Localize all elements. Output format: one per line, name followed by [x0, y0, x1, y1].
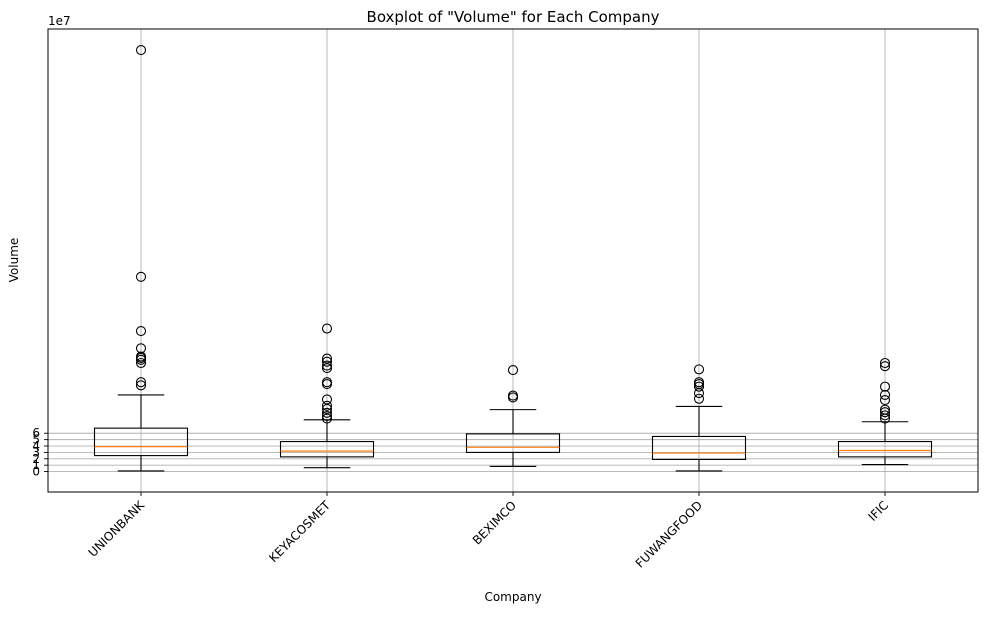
outlier-point	[693, 393, 705, 404]
iqr-box	[279, 440, 375, 458]
outlier-point	[135, 380, 147, 391]
outlier-point	[507, 364, 519, 376]
outlier-point	[321, 356, 333, 367]
outlier-point	[135, 326, 147, 337]
box-ific	[837, 357, 933, 466]
outlier-point	[879, 407, 891, 418]
outlier-point	[321, 394, 333, 405]
iqr-box	[93, 427, 189, 457]
iqr-box	[651, 435, 747, 460]
outlier-point	[693, 381, 705, 392]
outlier-point	[321, 403, 333, 415]
outlier-point	[879, 361, 891, 372]
outlier-point	[879, 404, 891, 415]
outlier-point	[321, 410, 333, 422]
y-tick-label: 0	[32, 465, 40, 479]
y-tick-label: 2	[32, 452, 40, 466]
outlier-point	[879, 381, 891, 392]
box-beximco	[465, 364, 561, 468]
y-axis-label: Volume	[7, 238, 21, 283]
x-axis-label: Company	[484, 590, 541, 604]
outlier-point	[135, 357, 147, 369]
outlier-point	[879, 394, 891, 406]
x-tick-label: FUWANGFOOD	[633, 498, 705, 570]
iqr-box	[837, 440, 933, 458]
outlier-point	[693, 377, 705, 388]
y-tick-label: 6	[32, 426, 40, 440]
y-tick-label: 3	[32, 445, 40, 459]
outlier-point	[879, 389, 891, 400]
y-tick-label: 5	[32, 433, 40, 447]
outlier-point	[879, 410, 891, 421]
outlier-point	[135, 343, 147, 354]
box-keyacosmet	[279, 323, 375, 469]
outlier-point	[693, 364, 705, 375]
outlier-point	[135, 377, 147, 388]
box-fuwangfood	[651, 364, 747, 472]
outlier-point	[321, 413, 333, 424]
y-tick-label: 4	[32, 439, 40, 453]
x-tick-label: KEYACOSMET	[266, 498, 333, 565]
chart-title: Boxplot of "Volume" for Each Company	[367, 8, 660, 26]
outlier-point	[321, 323, 333, 334]
outlier-point	[321, 377, 333, 388]
outlier-point	[135, 271, 147, 282]
outlier-point	[321, 400, 333, 411]
x-tick-label: IFIC	[865, 498, 891, 524]
outlier-point	[321, 353, 333, 364]
outlier-point	[507, 390, 519, 401]
x-tick-label: UNIONBANK	[86, 497, 148, 559]
outlier-point	[321, 407, 333, 418]
y-multiplier-label: 1e7	[48, 14, 71, 28]
box-unionbank	[93, 45, 189, 472]
plot-frame	[47, 28, 979, 493]
outlier-point	[321, 360, 333, 371]
iqr-box	[465, 433, 561, 453]
outlier-point	[135, 45, 147, 56]
y-tick-label: 1	[32, 458, 40, 472]
outlier-point	[879, 357, 891, 369]
outlier-point	[321, 363, 333, 374]
x-tick-label: BEXIMCO	[470, 498, 519, 547]
outlier-point	[135, 351, 147, 362]
